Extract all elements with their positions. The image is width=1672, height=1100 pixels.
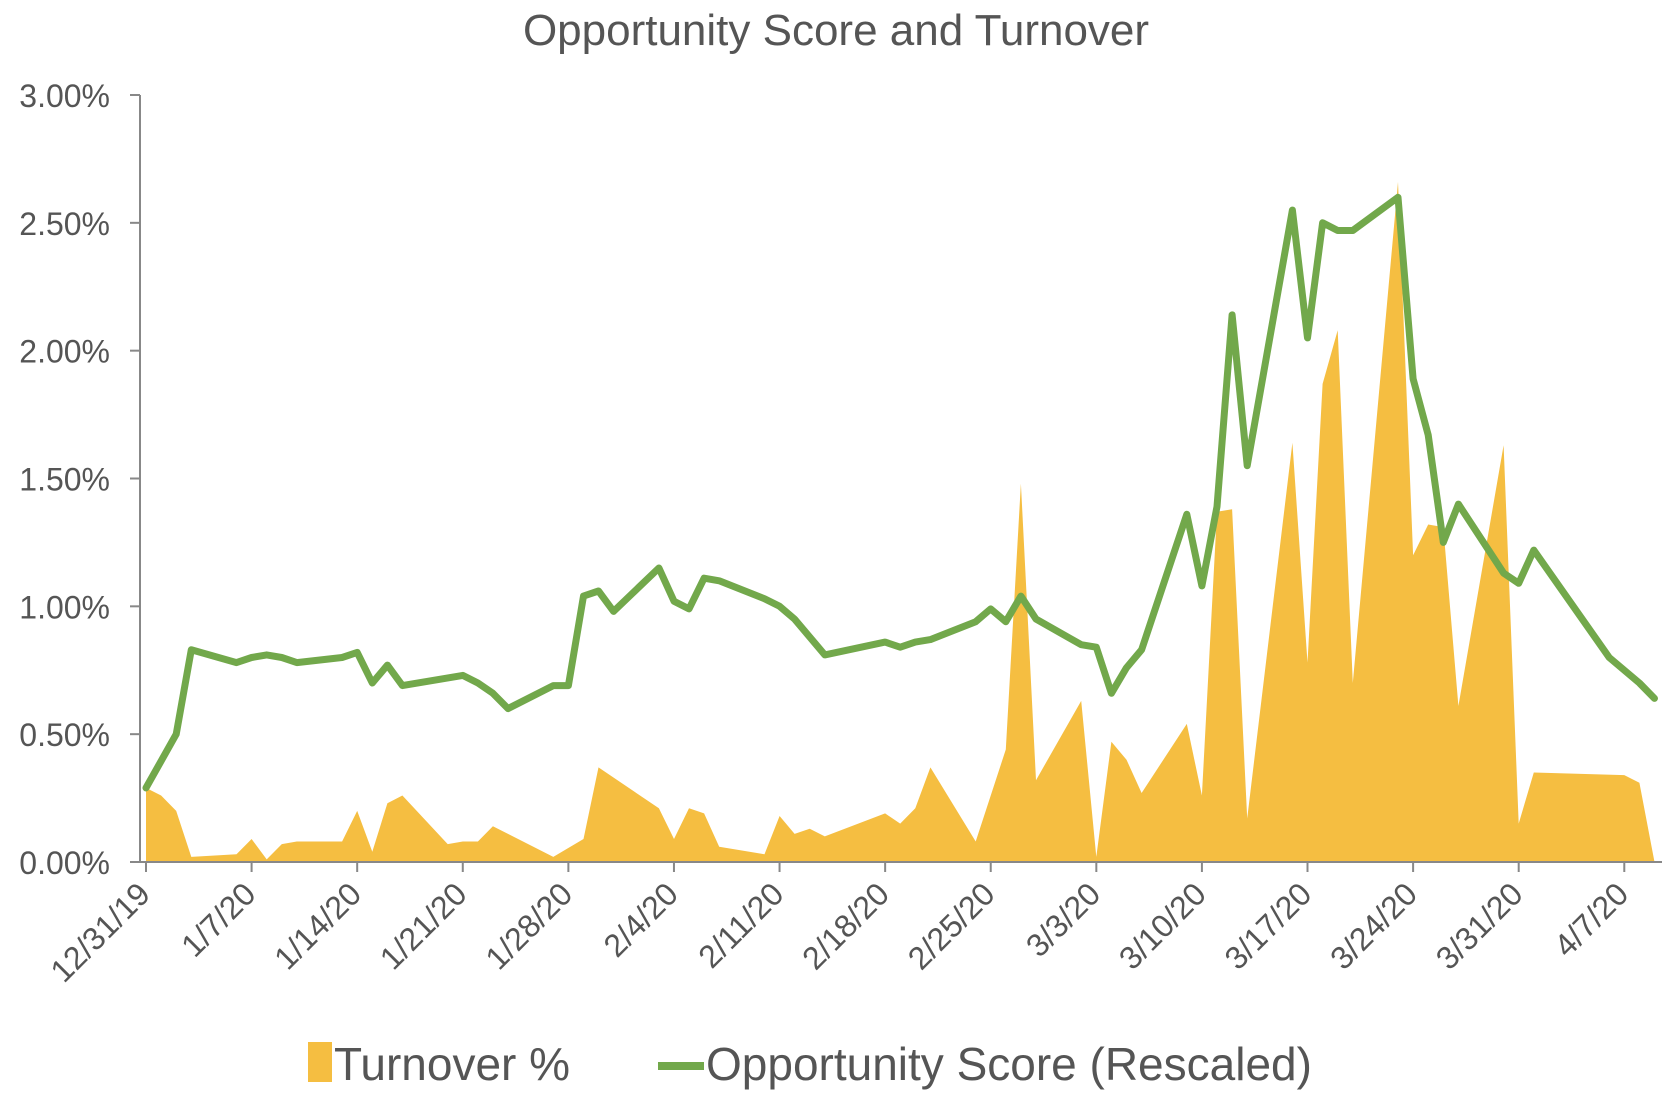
x-tick: 3/17/20 [1218, 862, 1319, 976]
x-tick: 1/14/20 [267, 862, 368, 976]
chart-title: Opportunity Score and Turnover [522, 6, 1150, 55]
x-tick-label: 1/28/20 [478, 875, 579, 976]
x-tick: 2/4/20 [597, 862, 685, 964]
y-tick: 2.50% [19, 206, 140, 242]
x-axis-ticks: 12/31/19 1/7/20 1/14/20 1/21/20 1/28/20 2/4/2… [43, 862, 1635, 989]
x-tick-label: 3/3/20 [1019, 875, 1107, 963]
x-tick: 3/31/20 [1429, 862, 1530, 976]
y-tick-label: 2.50% [19, 206, 110, 242]
x-tick: 2/25/20 [901, 862, 1002, 976]
x-tick-label: 2/4/20 [597, 875, 685, 963]
x-tick-label: 4/7/20 [1547, 875, 1635, 963]
plot-area [142, 181, 1658, 862]
x-tick: 1/7/20 [174, 862, 263, 964]
y-tick: 1.00% [19, 589, 140, 625]
y-axis-ticks: 0.00% 0.50% 1.00% 1.50% 2.00% 2.50% 3.00% [19, 78, 140, 881]
x-tick-label: 1/7/20 [174, 875, 262, 963]
y-tick: 2.00% [19, 334, 140, 370]
legend-label-opportunity: Opportunity Score (Rescaled) [706, 1038, 1312, 1090]
y-tick: 3.00% [19, 78, 140, 114]
x-tick-label: 2/11/20 [691, 875, 790, 974]
x-tick: 1/28/20 [478, 862, 579, 976]
legend-label-turnover: Turnover % [334, 1038, 570, 1090]
x-tick: 3/10/20 [1112, 862, 1213, 976]
x-tick-label: 3/24/20 [1323, 875, 1424, 976]
y-tick: 0.00% [19, 845, 140, 881]
y-tick-label: 1.50% [19, 462, 110, 498]
x-tick: 2/11/20 [691, 862, 791, 975]
x-tick-label: 3/31/20 [1429, 875, 1530, 976]
turnover-area [146, 181, 1655, 862]
y-tick-label: 1.00% [19, 589, 110, 625]
y-tick-label: 0.00% [19, 845, 110, 881]
legend: Turnover % Opportunity Score (Rescaled) [308, 1038, 1312, 1090]
x-tick: 4/7/20 [1547, 862, 1635, 964]
y-tick: 0.50% [19, 717, 140, 753]
x-tick-label: 3/10/20 [1112, 875, 1213, 976]
x-tick: 2/18/20 [795, 862, 896, 976]
x-tick: 1/21/20 [373, 862, 474, 976]
legend-swatch-turnover [308, 1042, 332, 1082]
y-tick-label: 2.00% [19, 334, 110, 370]
x-tick-label: 2/25/20 [901, 875, 1002, 976]
y-tick-label: 0.50% [19, 717, 110, 753]
x-tick: 12/31/19 [43, 862, 157, 989]
x-tick-label: 3/17/20 [1218, 875, 1319, 976]
y-tick-label: 3.00% [19, 78, 110, 114]
y-tick: 1.50% [19, 462, 140, 498]
x-tick-label: 12/31/19 [43, 875, 157, 989]
opportunity-score-line [142, 193, 1658, 792]
x-tick-label: 2/18/20 [795, 875, 896, 976]
x-tick: 3/3/20 [1019, 862, 1107, 964]
x-tick-label: 1/14/20 [267, 875, 368, 976]
x-tick-label: 1/21/20 [373, 875, 474, 976]
x-tick: 3/24/20 [1323, 862, 1424, 976]
